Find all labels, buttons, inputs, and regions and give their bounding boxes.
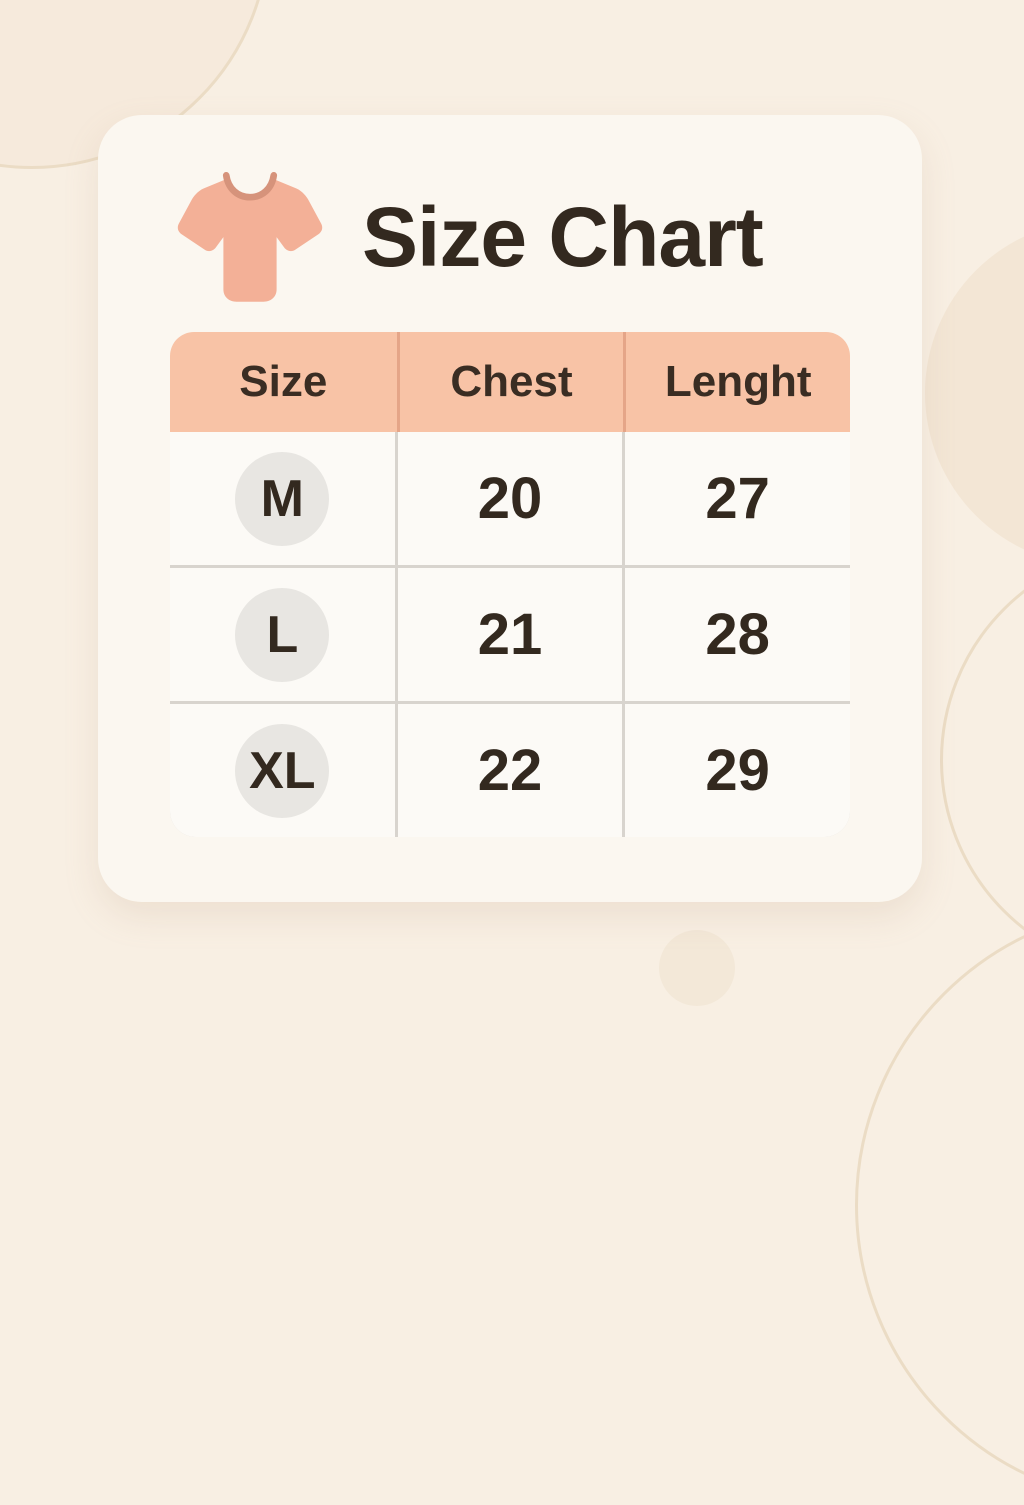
size-cell: L bbox=[170, 568, 395, 701]
size-badge: M bbox=[235, 451, 330, 546]
table-header-row: Size Chest Lenght bbox=[170, 332, 850, 432]
chest-value: 21 bbox=[477, 602, 543, 667]
chest-cell: 20 bbox=[397, 432, 623, 565]
length-value: 28 bbox=[705, 602, 770, 667]
size-label: XL bbox=[249, 741, 316, 800]
length-cell: 28 bbox=[625, 568, 850, 701]
chest-value: 22 bbox=[477, 738, 543, 803]
card-header: Size Chart bbox=[174, 167, 764, 311]
table-body: M 20 27 L 21 bbox=[170, 432, 850, 837]
chest-value: 20 bbox=[477, 466, 543, 531]
size-label: L bbox=[266, 605, 299, 664]
size-cell: XL bbox=[170, 704, 395, 837]
size-chart-card: Size Chart Size Chest Lenght M 20 27 bbox=[98, 115, 922, 902]
decorative-circle-right bbox=[925, 220, 1024, 566]
column-header-chest: Chest bbox=[396, 332, 624, 432]
decorative-ring-right bbox=[940, 545, 1024, 975]
size-cell: M bbox=[170, 432, 395, 565]
chest-cell: 22 bbox=[397, 704, 623, 837]
length-value: 27 bbox=[705, 466, 770, 531]
page-title: Size Chart bbox=[362, 190, 764, 284]
size-chart-table: Size Chest Lenght M 20 27 bbox=[170, 332, 850, 837]
column-header-length: Lenght bbox=[623, 332, 850, 432]
size-label: M bbox=[260, 469, 304, 528]
size-badge: XL bbox=[235, 723, 330, 818]
decorative-dot-bottom bbox=[659, 930, 735, 1006]
size-badge: L bbox=[235, 587, 330, 682]
column-header-size: Size bbox=[239, 357, 328, 406]
chest-cell: 21 bbox=[397, 568, 623, 701]
length-value: 29 bbox=[705, 738, 770, 803]
length-cell: 27 bbox=[625, 432, 850, 565]
length-cell: 29 bbox=[625, 704, 850, 837]
tshirt-icon bbox=[177, 172, 323, 302]
decorative-ring-bottom bbox=[855, 905, 1024, 1505]
